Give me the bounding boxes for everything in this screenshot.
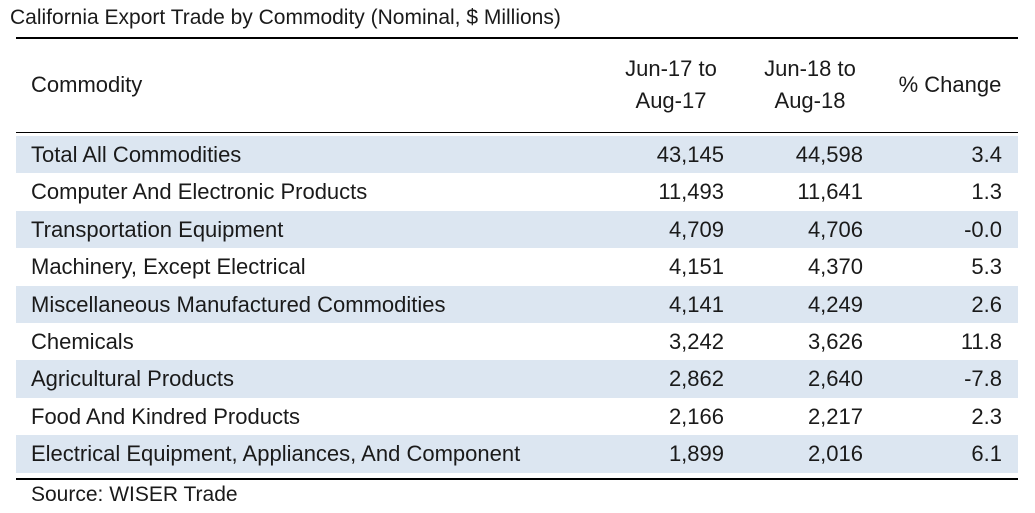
row-commodity: Total All Commodities [31, 142, 242, 167]
row-commodity: Chemicals [31, 328, 134, 354]
row-commodity: Food And Kindred Products [31, 403, 301, 429]
commodity-table: Commodity Jun-17 to Aug-17 Jun-18 to Aug… [16, 37, 1018, 480]
row-value-2017: 3,242 [668, 328, 724, 354]
row-value-2017: 4,709 [668, 216, 724, 242]
table-row: Food And Kindred Products 2,166 2,217 2.… [16, 398, 1018, 435]
table-body: Total All Commodities 43,145 44,598 3.4 … [16, 136, 1018, 473]
row-value-2018: 44,598 [795, 142, 863, 167]
table-row: Miscellaneous Manufactured Commodities 4… [16, 285, 1018, 323]
table-bottom-rule [16, 477, 1018, 480]
row-value-2018: 4,249 [807, 291, 863, 317]
row-percent-change: 6.1 [971, 441, 1002, 467]
row-commodity: Machinery, Except Electrical [31, 254, 306, 280]
row-value-2017: 4,141 [668, 291, 724, 317]
header-percent-change: % Change [898, 72, 1002, 97]
row-value-2018: 4,706 [807, 216, 863, 242]
row-percent-change: -7.8 [964, 366, 1002, 392]
table-row: Electrical Equipment, Appliances, And Co… [16, 435, 1018, 473]
row-commodity: Agricultural Products [31, 366, 234, 392]
row-commodity: Miscellaneous Manufactured Commodities [31, 291, 446, 317]
row-commodity: Electrical Equipment, Appliances, And Co… [31, 441, 521, 467]
header-commodity: Commodity [31, 72, 143, 97]
table-row: Chemicals 3,242 3,626 11.8 [16, 323, 1018, 360]
row-value-2018: 3,626 [807, 328, 863, 354]
row-value-2018: 4,370 [807, 254, 863, 280]
row-value-2018: 2,640 [807, 366, 863, 392]
table-header: Commodity Jun-17 to Aug-17 Jun-18 to Aug… [16, 39, 1018, 133]
row-value-2017: 43,145 [656, 142, 724, 167]
row-value-2018: 2,016 [807, 441, 863, 467]
row-percent-change: 2.3 [971, 403, 1002, 429]
header-period-2017-line1: Jun-17 to [625, 56, 717, 81]
row-value-2017: 4,151 [668, 254, 724, 280]
row-value-2018: 2,217 [807, 403, 863, 429]
header-period-2018-line1: Jun-18 to [764, 56, 856, 81]
row-value-2017: 11,493 [658, 179, 724, 205]
row-percent-change: 11.8 [960, 328, 1002, 354]
row-percent-change: 2.6 [971, 291, 1002, 317]
table-row: Total All Commodities 43,145 44,598 3.4 [16, 136, 1018, 174]
table-row: Agricultural Products 2,862 2,640 -7.8 [16, 360, 1018, 398]
row-percent-change: -0.0 [964, 216, 1002, 242]
row-value-2018: 11,641 [797, 179, 863, 205]
table-row: Computer And Electronic Products 11,493 … [16, 173, 1018, 210]
table-title: California Export Trade by Commodity (No… [10, 6, 561, 29]
row-commodity: Transportation Equipment [31, 216, 284, 242]
row-value-2017: 1,899 [668, 441, 724, 467]
table-row: Machinery, Except Electrical 4,151 4,370… [16, 248, 1018, 285]
row-value-2017: 2,166 [668, 403, 724, 429]
row-value-2017: 2,862 [668, 366, 724, 392]
row-commodity: Computer And Electronic Products [31, 179, 368, 205]
header-period-2018: Jun-18 to Aug-18 [750, 53, 870, 117]
table-top-rule [16, 37, 1018, 39]
source-note: Source: WISER Trade [31, 483, 238, 506]
row-percent-change: 5.3 [971, 254, 1002, 280]
header-period-2018-line2: Aug-18 [774, 88, 846, 113]
row-percent-change: 3.4 [971, 142, 1002, 167]
header-period-2017-line2: Aug-17 [635, 88, 707, 113]
header-period-2017: Jun-17 to Aug-17 [611, 53, 731, 117]
table-row: Transportation Equipment 4,709 4,706 -0.… [16, 210, 1018, 249]
row-percent-change: 1.3 [971, 179, 1002, 205]
